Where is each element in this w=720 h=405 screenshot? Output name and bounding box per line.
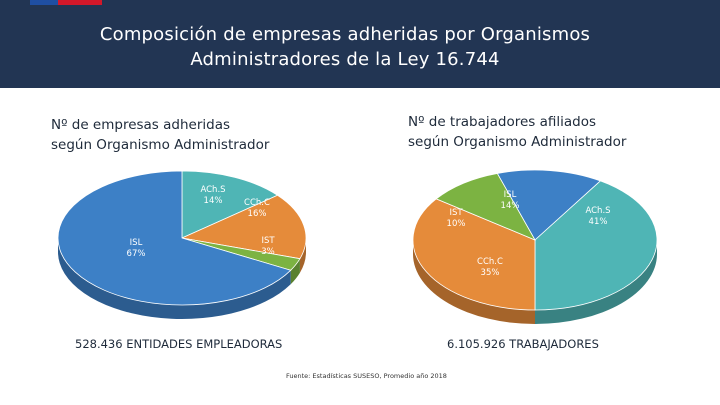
left-subtitle-line-1: Nº de empresas adheridas [51,117,231,133]
flag-red-stripe [58,0,102,5]
source-note: Fuente: Estadísticas SUSESO, Promedio añ… [286,372,447,380]
right-total-label: 6.105.926 TRABAJADORES [447,337,599,351]
right-slice-isl [496,169,602,241]
left-slice-achs [181,170,279,239]
right-label-cchc: CCh.C [477,257,503,267]
left-label-cchc: CCh.C [244,198,270,208]
left-label-isl: ISL [130,238,143,248]
right-label-isl: ISL [504,190,517,200]
flag-blue-stripe [30,0,58,5]
right-slice-ist [435,172,536,241]
left-value-ist: 3% [261,247,275,257]
right-value-isl: 14% [501,201,520,211]
left-slice-side-cchc [299,238,306,273]
right-value-achs: 41% [589,217,608,227]
left-value-achs: 14% [204,196,223,206]
left-slice-cchc [180,194,307,260]
title-line-1: Composición de empresas adheridas por Or… [99,24,591,45]
right-slice-achs [534,180,658,311]
left-chart-subtitle: Nº de empresas adheridas según Organismo… [51,115,269,155]
title-line-2: Administradores de la Ley 16.744 [190,49,500,70]
left-slice-side-isl [58,238,291,319]
right-value-ist: 10% [447,219,466,229]
right-chart-subtitle: Nº de trabajadores afiliados según Organ… [408,112,626,152]
left-total-label: 528.436 ENTIDADES EMPLEADORAS [75,337,283,351]
right-value-cchc: 35% [481,268,500,278]
page-title: Composición de empresas adheridas por Or… [0,22,690,72]
right-label-ist: IST [449,208,463,218]
left-subtitle-line-2: según Organismo Administrador [51,137,270,153]
left-slice-isl [57,170,292,306]
header-bar: Composición de empresas adheridas por Or… [0,0,720,88]
left-slice-side-ist [290,258,300,285]
left-value-isl: 67% [127,249,146,259]
right-slice-cchc [412,198,536,311]
left-label-ist: IST [261,236,275,246]
right-subtitle-line-2: según Organismo Administrador [408,134,627,150]
left-label-achs: ACh.S [200,185,225,195]
right-label-achs: ACh.S [585,206,610,216]
left-value-cchc: 16% [248,209,267,219]
right-subtitle-line-1: Nº de trabajadores afiliados [408,114,597,130]
